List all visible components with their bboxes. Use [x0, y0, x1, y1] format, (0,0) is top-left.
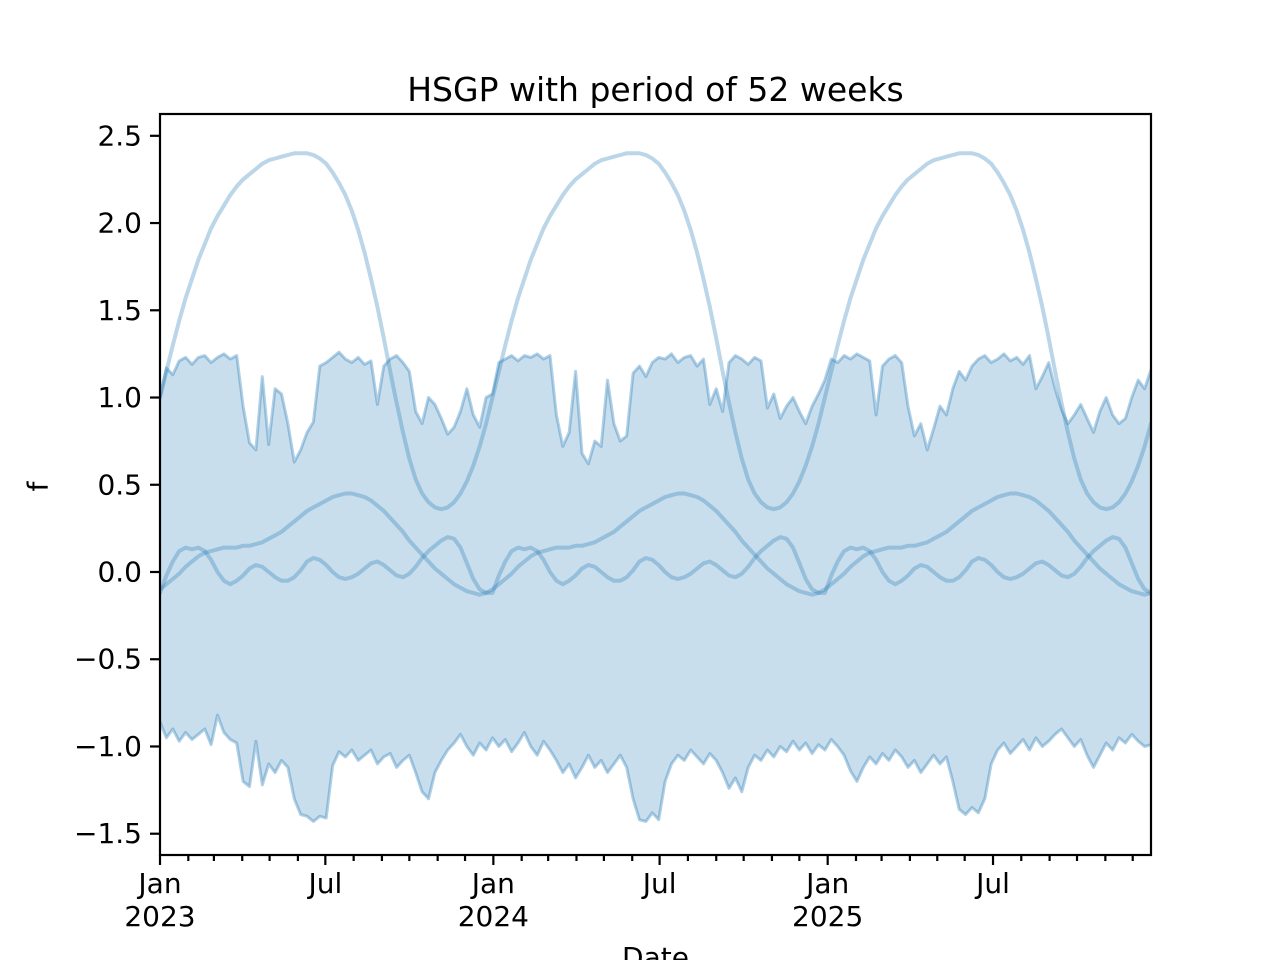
x-tick-label-month: Jul: [974, 867, 1010, 900]
y-tick-label: −0.5: [74, 643, 142, 676]
credible-band: [160, 352, 1151, 822]
band-upper-edge: [160, 350, 1151, 466]
x-tick-label-year: 2024: [458, 900, 529, 933]
x-tick-label-month: Jan: [470, 867, 515, 900]
y-tick-label: −1.0: [74, 730, 142, 763]
band-lower-edge: [160, 713, 1151, 823]
x-tick-label-month: Jan: [804, 867, 849, 900]
y-tick-label: 0.0: [97, 555, 142, 588]
y-tick-label: 2.5: [97, 119, 142, 152]
y-tick-label: 0.5: [97, 468, 142, 501]
plot-area: [160, 151, 1151, 823]
y-tick-label: 1.5: [97, 294, 142, 327]
x-tick-label-year: 2023: [124, 900, 195, 933]
x-tick-label-year: 2025: [792, 900, 863, 933]
sample-line-2: [160, 491, 1151, 597]
x-tick-label-month: Jan: [136, 867, 181, 900]
sample-line-1: [160, 151, 1151, 512]
y-tick-label: 2.0: [97, 207, 142, 240]
x-axis-label: Date: [622, 941, 689, 960]
sample-line-3: [160, 535, 1151, 595]
y-tick-label: −1.5: [74, 817, 142, 850]
chart-title: HSGP with period of 52 weeks: [407, 70, 904, 109]
x-tick-label-month: Jul: [306, 867, 342, 900]
y-tick-label: 1.0: [97, 381, 142, 414]
x-tick-label-month: Jul: [641, 867, 677, 900]
